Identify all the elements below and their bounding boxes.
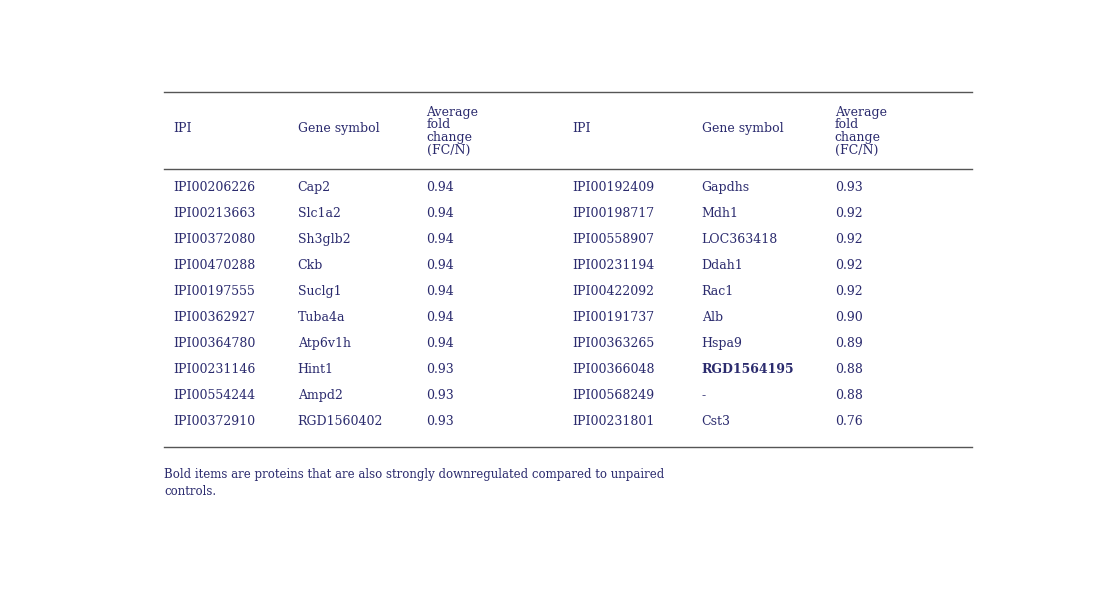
Text: 0.93: 0.93 (835, 181, 863, 194)
Text: 0.92: 0.92 (835, 259, 863, 272)
Text: IPI00364780: IPI00364780 (173, 337, 255, 350)
Text: 0.94: 0.94 (427, 311, 455, 324)
Text: IPI00372080: IPI00372080 (173, 233, 255, 246)
Text: 0.94: 0.94 (427, 207, 455, 220)
Text: IPI00213663: IPI00213663 (173, 207, 255, 220)
Text: (FC/N): (FC/N) (835, 144, 878, 157)
Text: 0.92: 0.92 (835, 207, 863, 220)
Text: Suclg1: Suclg1 (297, 285, 342, 298)
Text: Cst3: Cst3 (702, 414, 731, 427)
Text: Cap2: Cap2 (297, 181, 330, 194)
Text: 0.92: 0.92 (835, 285, 863, 298)
Text: 0.93: 0.93 (427, 363, 455, 376)
Text: IPI00422092: IPI00422092 (572, 285, 654, 298)
Text: IPI00231146: IPI00231146 (173, 363, 255, 376)
Text: IPI00191737: IPI00191737 (572, 311, 654, 324)
Text: IPI00554244: IPI00554244 (173, 388, 255, 401)
Text: 0.90: 0.90 (835, 311, 863, 324)
Text: Gene symbol: Gene symbol (297, 121, 379, 134)
Text: Ckb: Ckb (297, 259, 323, 272)
Text: -: - (702, 388, 705, 401)
Text: IPI00206226: IPI00206226 (173, 181, 255, 194)
Text: 0.94: 0.94 (427, 233, 455, 246)
Text: 0.93: 0.93 (427, 388, 455, 401)
Text: Hspa9: Hspa9 (702, 337, 742, 350)
Text: IPI00231194: IPI00231194 (572, 259, 655, 272)
Text: Gapdhs: Gapdhs (702, 181, 750, 194)
Text: 0.88: 0.88 (835, 388, 863, 401)
Text: Mdh1: Mdh1 (702, 207, 739, 220)
Text: IPI00568249: IPI00568249 (572, 388, 654, 401)
Text: 0.94: 0.94 (427, 259, 455, 272)
Text: IPI00198717: IPI00198717 (572, 207, 654, 220)
Text: IPI: IPI (572, 121, 591, 134)
Text: IPI00372910: IPI00372910 (173, 414, 255, 427)
Text: (FC/N): (FC/N) (427, 144, 470, 157)
Text: Bold items are proteins that are also strongly downregulated compared to unpaire: Bold items are proteins that are also st… (164, 468, 664, 481)
Text: fold: fold (835, 118, 859, 131)
Text: IPI00362927: IPI00362927 (173, 311, 255, 324)
Text: IPI00558907: IPI00558907 (572, 233, 654, 246)
Text: Hint1: Hint1 (297, 363, 334, 376)
Text: Ampd2: Ampd2 (297, 388, 343, 401)
Text: 0.94: 0.94 (427, 181, 455, 194)
Text: IPI00192409: IPI00192409 (572, 181, 654, 194)
Text: Slc1a2: Slc1a2 (297, 207, 340, 220)
Text: 0.94: 0.94 (427, 285, 455, 298)
Text: 0.93: 0.93 (427, 414, 455, 427)
Text: Tuba4a: Tuba4a (297, 311, 345, 324)
Text: Rac1: Rac1 (702, 285, 734, 298)
Text: controls.: controls. (164, 485, 216, 498)
Text: RGD1560402: RGD1560402 (297, 414, 383, 427)
Text: Gene symbol: Gene symbol (702, 121, 783, 134)
Text: change: change (835, 131, 881, 144)
Text: Average: Average (835, 105, 887, 118)
Text: Alb: Alb (702, 311, 723, 324)
Text: 0.76: 0.76 (835, 414, 863, 427)
Text: Atp6v1h: Atp6v1h (297, 337, 350, 350)
Text: change: change (427, 131, 472, 144)
Text: Ddah1: Ddah1 (702, 259, 743, 272)
Text: LOC363418: LOC363418 (702, 233, 777, 246)
Text: 0.94: 0.94 (427, 337, 455, 350)
Text: 0.92: 0.92 (835, 233, 863, 246)
Text: Average: Average (427, 105, 479, 118)
Text: 0.89: 0.89 (835, 337, 863, 350)
Text: 0.88: 0.88 (835, 363, 863, 376)
Text: IPI00470288: IPI00470288 (173, 259, 255, 272)
Text: IPI: IPI (173, 121, 192, 134)
Text: IPI00366048: IPI00366048 (572, 363, 655, 376)
Text: IPI00231801: IPI00231801 (572, 414, 655, 427)
Text: IPI00197555: IPI00197555 (173, 285, 255, 298)
Text: IPI00363265: IPI00363265 (572, 337, 655, 350)
Text: RGD1564195: RGD1564195 (702, 363, 794, 376)
Text: Sh3glb2: Sh3glb2 (297, 233, 350, 246)
Text: fold: fold (427, 118, 450, 131)
